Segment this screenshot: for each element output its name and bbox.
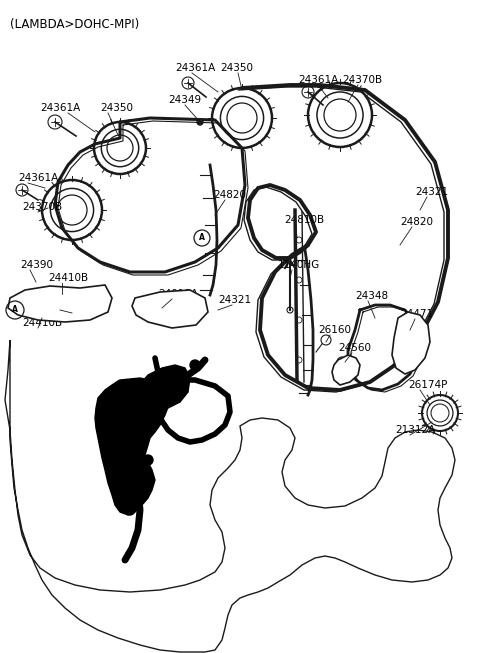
Text: A: A <box>199 234 205 242</box>
Text: 24410B: 24410B <box>48 273 88 283</box>
Circle shape <box>150 390 160 400</box>
Polygon shape <box>8 285 112 322</box>
Text: 1338AC: 1338AC <box>58 303 99 313</box>
Text: 24350: 24350 <box>220 63 253 73</box>
Text: A: A <box>12 306 18 315</box>
Circle shape <box>296 277 302 283</box>
Circle shape <box>48 115 62 129</box>
Polygon shape <box>132 290 208 328</box>
Circle shape <box>190 360 200 370</box>
Polygon shape <box>332 355 360 385</box>
Text: 26160: 26160 <box>318 325 351 335</box>
Circle shape <box>296 317 302 323</box>
Circle shape <box>125 505 135 515</box>
Polygon shape <box>95 378 170 515</box>
Circle shape <box>197 119 203 125</box>
Text: 24410B: 24410B <box>22 318 62 328</box>
Circle shape <box>296 357 302 363</box>
Text: (LAMBDA>DOHC-MPI): (LAMBDA>DOHC-MPI) <box>10 18 139 31</box>
Text: 24350: 24350 <box>100 103 133 113</box>
Text: 24390: 24390 <box>20 260 53 270</box>
Circle shape <box>296 237 302 243</box>
Text: 24361A: 24361A <box>40 103 80 113</box>
Polygon shape <box>5 340 455 652</box>
Circle shape <box>157 370 167 380</box>
Text: 24560: 24560 <box>338 343 371 353</box>
Polygon shape <box>392 312 430 374</box>
Circle shape <box>182 77 194 89</box>
Text: 26174P: 26174P <box>408 380 447 390</box>
Circle shape <box>302 86 314 98</box>
Text: 24370B: 24370B <box>22 202 62 212</box>
Text: 21312A: 21312A <box>395 425 435 435</box>
Text: 24348: 24348 <box>355 291 388 301</box>
Text: 24820: 24820 <box>213 190 246 200</box>
Text: 24321: 24321 <box>218 295 251 305</box>
Text: 24010A: 24010A <box>158 289 198 299</box>
Text: 24820: 24820 <box>400 217 433 227</box>
Text: 1140HG: 1140HG <box>278 260 320 270</box>
Polygon shape <box>142 365 190 408</box>
Circle shape <box>287 307 293 313</box>
Text: 24349: 24349 <box>168 95 201 105</box>
Text: 24321: 24321 <box>415 187 448 197</box>
Text: 24370B: 24370B <box>342 75 382 85</box>
Text: 24361A: 24361A <box>18 173 58 183</box>
Text: 24361A: 24361A <box>175 63 215 73</box>
Text: 24471: 24471 <box>400 309 433 319</box>
Text: 24810B: 24810B <box>284 215 324 225</box>
Circle shape <box>143 455 153 465</box>
Circle shape <box>16 184 28 196</box>
Text: 24361A: 24361A <box>298 75 338 85</box>
